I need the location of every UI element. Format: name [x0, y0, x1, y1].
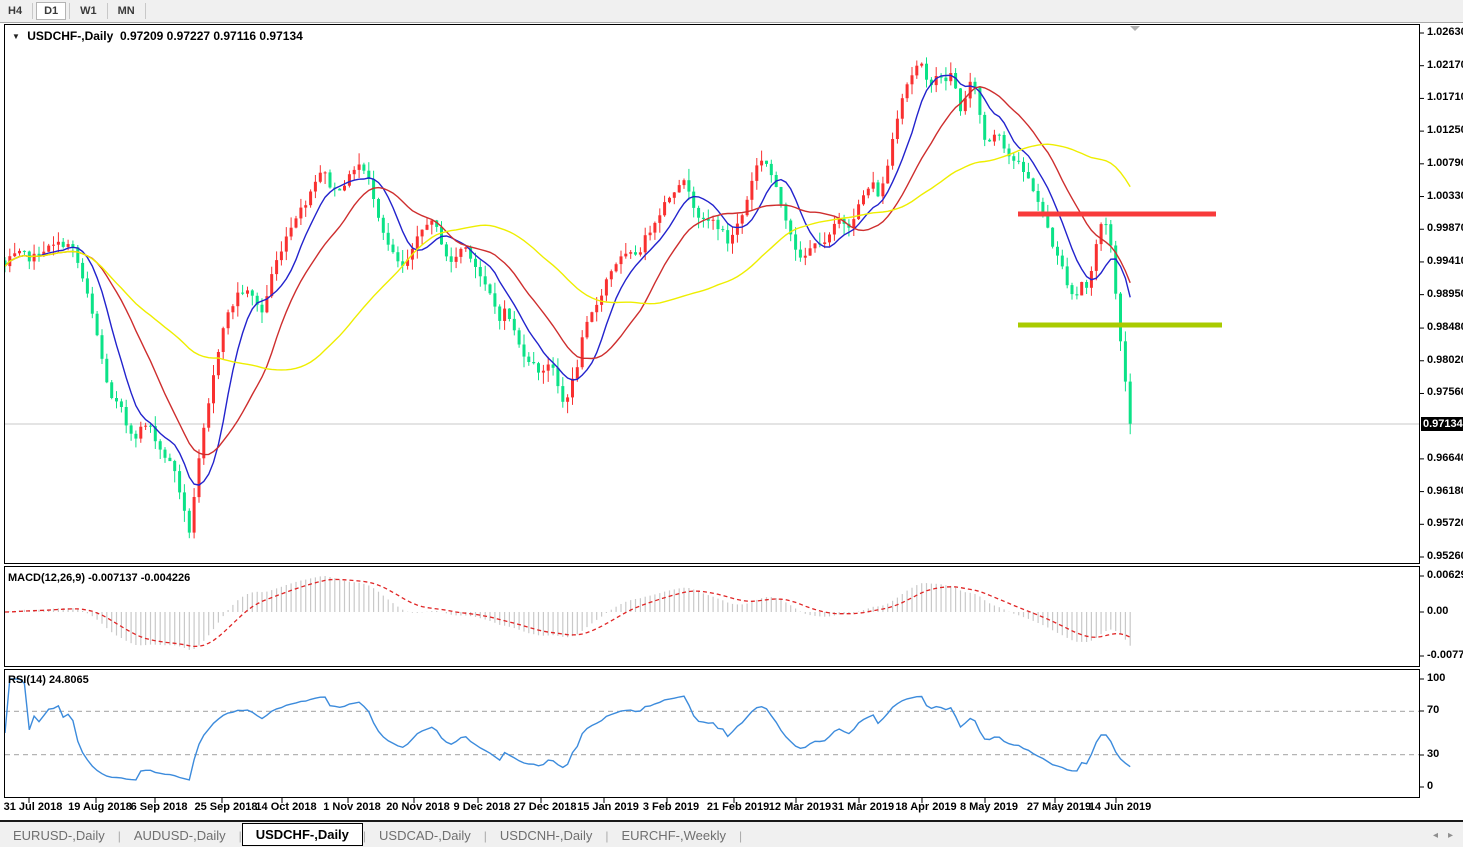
chart-tab-audusd[interactable]: AUDUSD-,Daily: [133, 828, 226, 843]
date-axis-label: 12 Mar 2019: [768, 801, 832, 813]
current-price-tag: 0.97134: [1421, 417, 1463, 431]
tab-separator: |: [605, 828, 609, 843]
chart-title: ▼ USDCHF-,Daily 0.97209 0.97227 0.97116 …: [12, 29, 303, 43]
price-axis-label: 1.02630: [1427, 26, 1463, 38]
date-axis-label: 3 Feb 2019: [642, 801, 700, 813]
date-axis-label: 19 Aug 2018: [68, 801, 132, 813]
price-axis-label: 0.96640: [1427, 451, 1463, 464]
dropdown-triangle-icon[interactable]: ▼: [12, 32, 20, 41]
date-axis[interactable]: 31 Jul 2018 19 Aug 2018 6 Sep 2018 25 Sep 2…: [4, 798, 1420, 818]
date-axis-label: 27 Dec 2018: [513, 801, 577, 813]
chart-tab-usdcad[interactable]: USDCAD-,Daily: [379, 828, 471, 843]
chart-tab-usdchf[interactable]: USDCHF-,Daily: [241, 823, 363, 846]
toolbar-separator: [69, 3, 71, 19]
axis-ticks: [28, 32, 1424, 803]
price-axis-label: 1.02170: [1427, 58, 1463, 71]
rsi-line: [5, 678, 1131, 781]
ma-fast-line: [5, 74, 1131, 486]
price-axis-label: 0.96180: [1427, 484, 1463, 497]
date-axis-label: 14 Oct 2018: [255, 801, 317, 813]
tab-scroll-right-icon[interactable]: ▸: [1447, 830, 1453, 841]
price-axis-label: 1.00790: [1427, 156, 1463, 169]
price-axis-label: 0.97560: [1427, 386, 1463, 399]
price-axis-label: 0.98950: [1427, 287, 1463, 300]
toolbar-separator: [144, 3, 146, 19]
timeframe-button-w1[interactable]: W1: [80, 5, 97, 17]
price-axis-label: 1.01250: [1427, 124, 1463, 137]
date-axis-label: 18 Apr 2019: [895, 801, 957, 813]
rsi-axis-label: 70: [1427, 704, 1440, 716]
rsi-panel[interactable]: [4, 669, 1420, 798]
ma-slow-line: [5, 143, 1131, 371]
timeframe-button-d1[interactable]: D1: [36, 2, 67, 20]
tab-separator: |: [738, 828, 743, 843]
tab-scroll-left-icon[interactable]: ◂: [1432, 830, 1438, 841]
scroll-marker-icon[interactable]: [1130, 26, 1140, 31]
date-axis-label: 9 Dec 2018: [453, 801, 511, 813]
chart-tab-eurusd[interactable]: EURUSD-,Daily: [13, 828, 105, 843]
date-axis-label: 1 Nov 2018: [323, 801, 381, 813]
price-axis-label: 1.01710: [1427, 91, 1463, 104]
timeframe-button-h4[interactable]: H4: [8, 5, 23, 17]
price-axis-label: 0.95260: [1427, 550, 1463, 562]
macd-label: MACD(12,26,9) -0.007137 -0.004226: [8, 572, 191, 584]
price-axis-label: 0.95720: [1427, 517, 1463, 530]
price-axis-label: 0.98480: [1427, 321, 1463, 334]
date-axis-label: 6 Sep 2018: [130, 801, 188, 813]
tab-separator: |: [483, 828, 487, 843]
tab-separator: |: [238, 828, 242, 843]
tab-separator: |: [362, 828, 367, 843]
chart-canvas[interactable]: [0, 23, 1463, 823]
timeframe-button-mn[interactable]: MN: [117, 5, 135, 17]
chart-symbol-label: USDCHF-,Daily: [27, 29, 114, 43]
rsi-label: RSI(14) 24.8065: [8, 674, 89, 686]
candles-layer: [5, 57, 1132, 539]
macd-axis-label: 0.00: [1427, 605, 1449, 617]
date-axis-label: 25 Sep 2018: [194, 801, 258, 813]
macd-axis-label: -0.007777: [1427, 649, 1463, 661]
chart-window: 31 Jul 2018 19 Aug 2018 6 Sep 2018 25 Sep 2…: [0, 23, 1463, 818]
date-axis-label: 8 May 2019: [959, 801, 1019, 813]
rsi-axis-label: 0: [1427, 780, 1434, 792]
chart-tab-usdcnh[interactable]: USDCNH-,Daily: [499, 828, 593, 843]
price-axis-label: 0.99870: [1427, 222, 1463, 235]
date-axis-label: 31 Jul 2018: [3, 801, 63, 813]
date-axis-label: 15 Jan 2019: [577, 801, 639, 813]
date-axis-label: 27 May 2019: [1026, 801, 1092, 813]
date-axis-label: 14 Jun 2019: [1088, 801, 1152, 813]
price-axis-label: 1.00330: [1427, 189, 1463, 202]
ma-mid-line: [5, 85, 1131, 456]
price-axis-label: 0.98020: [1427, 353, 1463, 366]
date-axis-label: 21 Feb 2019: [706, 801, 770, 813]
toolbar-separator: [106, 3, 108, 19]
timeframe-toolbar: H4 D1 W1 MN: [0, 0, 1463, 23]
rsi-axis-label: 100: [1427, 672, 1446, 684]
date-axis-label: 20 Nov 2018: [386, 801, 450, 813]
chart-ohlc-values: 0.97209 0.97227 0.97116 0.97134: [119, 29, 303, 43]
macd-signal-line: [5, 578, 1131, 648]
macd-axis-label: 0.006293: [1427, 569, 1463, 581]
macd-histogram: [9, 576, 1131, 650]
main-chart-panel[interactable]: [4, 24, 1420, 564]
date-axis-label: 31 Mar 2019: [831, 801, 895, 813]
rsi-axis-label: 30: [1427, 748, 1440, 760]
chart-tab-eurchf[interactable]: EURCHF-,Weekly: [621, 828, 726, 843]
toolbar-separator: [32, 3, 34, 19]
chart-tab-bar: EURUSD-,Daily | AUDUSD-,Daily | USDCHF-,Dail…: [0, 820, 1463, 847]
price-axis-label: 0.99410: [1427, 254, 1463, 267]
tab-separator: |: [117, 828, 121, 843]
